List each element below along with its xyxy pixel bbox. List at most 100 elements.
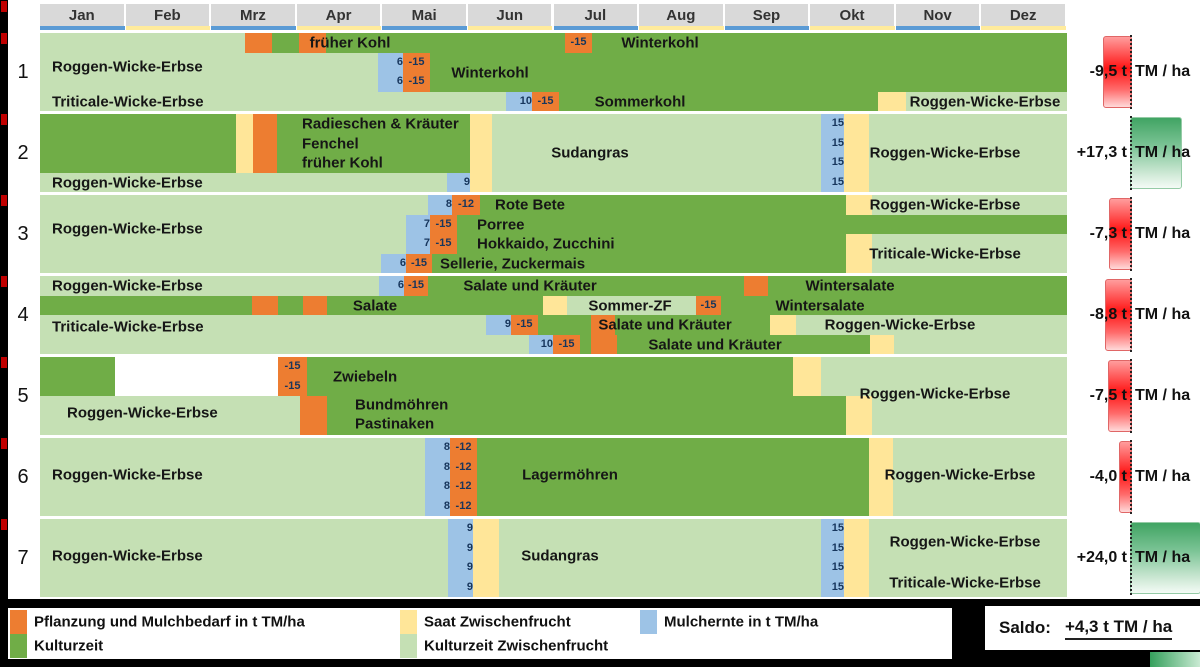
- balance-value: -7,3 t: [1089, 225, 1127, 242]
- gantt-band: 15: [40, 153, 1067, 173]
- segment-light: [492, 133, 821, 153]
- gantt-band: 6 -15: [40, 276, 1067, 296]
- segment-dark: [277, 153, 470, 173]
- bar-label: Triticale-Wicke-Erbse: [869, 245, 1021, 262]
- segment-dark: [615, 315, 770, 335]
- month-underline: [382, 26, 467, 30]
- balance-cell-row-6: -4,0 t TM / ha: [1070, 438, 1200, 516]
- bar-label: Triticale-Wicke-Erbse: [52, 93, 204, 111]
- segment-orange: -15: [430, 234, 457, 254]
- legend-swatch-yellow: [400, 610, 417, 634]
- gantt-band: 10 -15: [40, 91, 1067, 111]
- bar-label: Zwiebeln: [333, 368, 398, 385]
- segment-orange: [300, 396, 327, 435]
- segment-yellow: [869, 496, 893, 516]
- bar-label: Roggen-Wicke-Erbse: [889, 533, 1041, 551]
- segment-blue: 15: [821, 577, 847, 597]
- segment-blue: 9: [447, 172, 473, 192]
- gantt-band: -15: [40, 295, 1067, 315]
- bar-label: Roggen-Wicke-Erbse: [884, 466, 1036, 484]
- segment-light: [499, 519, 821, 539]
- bar-label: Roggen-Wicke-Erbse: [67, 404, 218, 422]
- segment-light: [869, 538, 1067, 558]
- row-number-7: 7: [17, 547, 29, 569]
- segment-light: [872, 195, 1067, 215]
- segment-light: [40, 315, 486, 335]
- legend: Pflanzung und Mulchbedarf in t TM/ha Kult…: [7, 608, 952, 659]
- row-marker: [1, 357, 7, 368]
- segment-light: [796, 315, 1067, 335]
- gantt-band: 9 15: [40, 538, 1067, 558]
- month-underline: [467, 26, 553, 30]
- segment-light: [40, 496, 425, 516]
- segment-orange: -12: [450, 438, 477, 458]
- bar-label: Roggen-Wicke-Erbse: [52, 58, 203, 76]
- bar-label: Roggen-Wicke-Erbse: [52, 174, 203, 192]
- segment-yellow: [846, 253, 872, 273]
- month-header-cell-apr: Apr: [296, 4, 381, 26]
- segment-orange: -15: [565, 33, 592, 53]
- gantt-band: 9 -15: [40, 315, 1067, 335]
- segment-yellow: [470, 172, 492, 192]
- legend-swatch-light: [400, 634, 417, 658]
- bar-label: Wintersalate: [775, 297, 865, 315]
- segment-dark: [307, 357, 793, 377]
- segment-light: [869, 133, 1067, 153]
- bar-label: Sellerie, Zuckermais: [440, 255, 586, 273]
- segment-dark: [277, 133, 470, 153]
- balance-bar: [1130, 117, 1182, 189]
- saldo-label: Saldo:: [999, 618, 1051, 637]
- segment-light: [499, 577, 821, 597]
- segment-blue: 10: [506, 91, 535, 111]
- balance-value: -7,5 t: [1089, 387, 1127, 404]
- gantt-band: 8 -12: [40, 438, 1067, 458]
- segment-light: [821, 357, 1067, 377]
- legend-label: Saat Zwischenfrucht: [424, 613, 571, 631]
- segment-light: [906, 91, 1067, 111]
- bar-label: Salate und Kräuter: [598, 316, 732, 334]
- bar-label: Hokkaido, Zucchini: [477, 235, 615, 253]
- segment-blue: 8: [425, 496, 453, 516]
- segment-dark: [40, 357, 115, 377]
- gantt-band: -15: [40, 376, 1067, 396]
- legend-swatch-dark: [10, 634, 27, 658]
- balance-cell-row-2: +17,3 t TM / ha: [1070, 114, 1200, 192]
- segment-dark: [480, 195, 846, 215]
- gantt-band: 15: [40, 114, 1067, 134]
- balance-bar: [1130, 522, 1200, 594]
- segment-light: [40, 558, 448, 578]
- segment-yellow: [236, 153, 253, 173]
- zero-axis-line: [1130, 278, 1132, 352]
- segment-orange: [253, 133, 277, 153]
- balance-unit: TM / ha: [1135, 306, 1191, 323]
- segment-light: [492, 172, 821, 192]
- segment-light: [40, 538, 448, 558]
- month-header-cell-okt: Okt: [810, 4, 894, 26]
- gantt-band: 8 -12: [40, 496, 1067, 516]
- segment-blue: 9: [448, 577, 476, 597]
- segment-dark: [477, 496, 869, 516]
- bar-label: Roggen-Wicke-Erbse: [52, 466, 203, 484]
- month-underline: [895, 26, 981, 30]
- segment-yellow: [869, 438, 893, 458]
- segment-dark: [430, 52, 1067, 72]
- segment-yellow: [869, 477, 893, 497]
- bar-label: Roggen-Wicke-Erbse: [824, 316, 976, 334]
- segment-dark: [721, 295, 1067, 315]
- gantt-band: 6 -15: [40, 72, 1067, 92]
- segment-dark: [327, 295, 543, 315]
- row-marker: [1, 114, 7, 125]
- gantt-row-4: 6 -15 -15 9 -15 10 -15 Roggen-Wicke-Erbse Salate…: [40, 276, 1067, 354]
- segment-blue: 6: [379, 276, 407, 296]
- balance-unit: TM / ha: [1135, 225, 1191, 242]
- segment-dark: [430, 72, 1067, 92]
- gantt-row-5: -15 -15 Zwiebeln Roggen-Wicke-Erbse Bundmöhr…: [40, 357, 1067, 435]
- month-header-cell-nov: Nov: [895, 4, 980, 26]
- row-marker: [1, 276, 7, 287]
- segment-dark: [477, 477, 869, 497]
- segment-yellow: [846, 234, 872, 254]
- gantt-row-2: 15 15 15 9 15 Radieschen & Kräuter Fenchel früh…: [40, 114, 1067, 192]
- segment-orange: [253, 153, 277, 173]
- gantt-row-6: 8 -12 8 -12 8 -12 8 -12 Roggen-Wicke-Erbse Lagerm…: [40, 438, 1067, 516]
- segment-blue: 8: [425, 477, 453, 497]
